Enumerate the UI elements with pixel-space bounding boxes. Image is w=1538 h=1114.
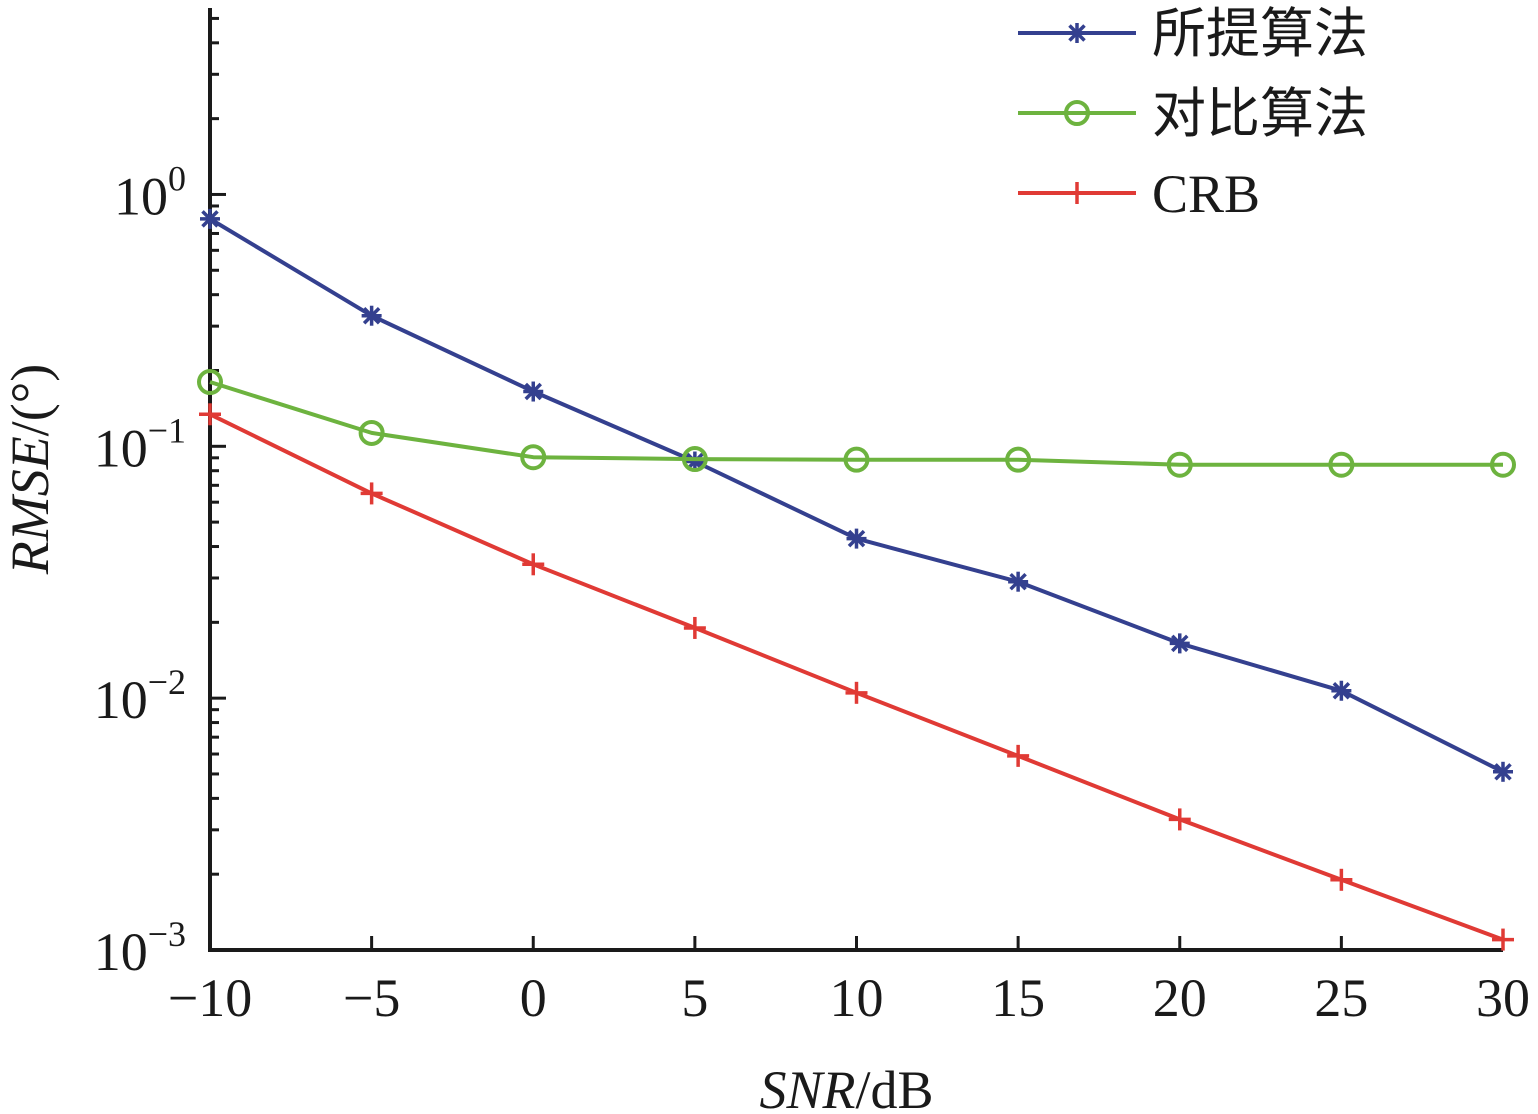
data-point bbox=[197, 369, 223, 396]
y-axis-title-unit: /(°) bbox=[0, 364, 60, 437]
y-tick-label: 10−1 bbox=[94, 410, 186, 478]
x-axis-title: SNR/dB bbox=[759, 1060, 933, 1114]
data-point bbox=[681, 446, 708, 473]
series-1 bbox=[200, 208, 1513, 782]
series-3 bbox=[199, 403, 1514, 951]
data-point bbox=[523, 381, 544, 402]
y-tick-label: 10−2 bbox=[94, 662, 186, 730]
data-point bbox=[1168, 808, 1191, 831]
x-tick-label: 30 bbox=[1476, 968, 1530, 1028]
data-point bbox=[361, 305, 382, 326]
legend-label: 对比算法 bbox=[1152, 84, 1368, 144]
x-tick-label: 0 bbox=[520, 968, 547, 1028]
axes: −10 −5 0 5 10 15 20 25 30 100 10−1 10−2 10−3 bbox=[94, 8, 1530, 1028]
data-point bbox=[199, 403, 221, 426]
data-point bbox=[1328, 451, 1355, 478]
x-tick-label: −10 bbox=[168, 968, 252, 1028]
legend-item: 所提算法 bbox=[1018, 4, 1368, 64]
legend-marker bbox=[1064, 100, 1090, 126]
legend-item: CRB bbox=[1018, 164, 1260, 224]
data-point bbox=[1493, 761, 1513, 782]
x-tick-label: −5 bbox=[343, 968, 400, 1028]
series-layer bbox=[197, 208, 1516, 951]
legend-label: 所提算法 bbox=[1152, 4, 1368, 64]
y-tick-label: 100 bbox=[114, 158, 186, 226]
x-tick-label: 15 bbox=[991, 968, 1045, 1028]
data-point bbox=[200, 208, 220, 229]
legend-marker bbox=[1067, 23, 1087, 43]
data-point bbox=[358, 419, 385, 446]
data-point bbox=[1005, 446, 1032, 473]
data-point bbox=[1492, 928, 1514, 951]
data-point bbox=[683, 616, 706, 639]
data-point bbox=[846, 528, 867, 549]
y-tick-label: 10−3 bbox=[94, 914, 186, 982]
y-axis-title-var: RMSE bbox=[0, 436, 60, 575]
data-point bbox=[1008, 571, 1029, 592]
legend-label: CRB bbox=[1152, 164, 1260, 224]
x-tick-label: 25 bbox=[1314, 968, 1368, 1028]
data-point bbox=[520, 444, 547, 471]
x-axis-title-var: SNR bbox=[759, 1060, 855, 1114]
data-point bbox=[1490, 451, 1516, 478]
legend-marker bbox=[1066, 182, 1088, 204]
data-point bbox=[360, 482, 383, 505]
x-axis-title-unit: /dB bbox=[855, 1060, 933, 1114]
y-axis-title: RMSE/(°) bbox=[0, 364, 60, 576]
data-point bbox=[843, 446, 870, 473]
data-point bbox=[522, 553, 545, 576]
x-tick-label: 20 bbox=[1153, 968, 1207, 1028]
x-tick-label: 5 bbox=[681, 968, 708, 1028]
data-point bbox=[1330, 868, 1353, 891]
data-point bbox=[1169, 633, 1190, 654]
x-tick-label: 10 bbox=[830, 968, 884, 1028]
data-point bbox=[1166, 451, 1193, 478]
series-line bbox=[209, 380, 1503, 467]
series-2 bbox=[197, 369, 1516, 478]
data-point bbox=[1331, 680, 1352, 701]
data-point bbox=[1007, 744, 1030, 767]
series-line bbox=[209, 412, 1504, 942]
legend-item: 对比算法 bbox=[1018, 84, 1368, 144]
data-point bbox=[845, 681, 868, 704]
